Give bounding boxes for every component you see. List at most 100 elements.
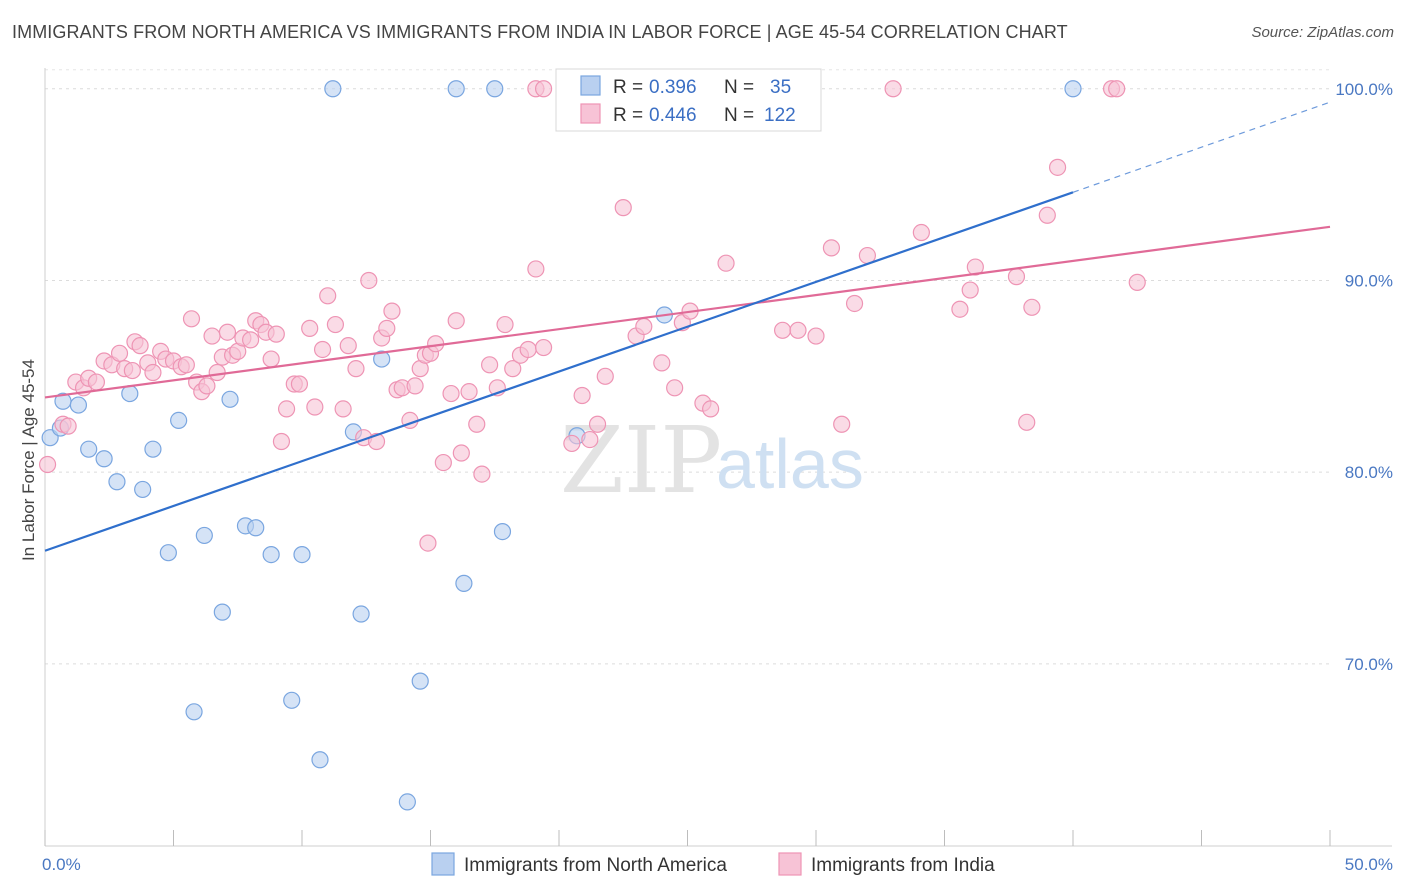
north-america-point-22 — [324, 80, 342, 98]
india-point-73 — [496, 315, 514, 334]
legend-r-value-2: 0.446 — [649, 105, 697, 126]
legend-n-value-2: 122 — [764, 105, 796, 126]
north-america-point-21 — [311, 751, 329, 769]
india-point-68 — [460, 383, 478, 401]
india-point-67 — [452, 444, 470, 462]
india-point-108 — [961, 281, 979, 299]
legend-n-label-1: N = — [724, 77, 754, 98]
india-point-74 — [504, 360, 522, 378]
india-point-69 — [468, 415, 486, 433]
india-point-106 — [912, 223, 930, 242]
legend-r-value-1: 0.396 — [649, 77, 697, 98]
india-point-41 — [290, 375, 309, 393]
india-point-77 — [527, 260, 545, 278]
india-point-37 — [267, 325, 285, 343]
x-tick-labels: 0.0% 50.0% — [42, 855, 1393, 874]
india-point-2 — [59, 417, 77, 435]
bottom-legend-swatch-india — [778, 852, 802, 876]
india-point-13 — [131, 337, 149, 355]
y-tick-label-0: 70.0% — [1345, 655, 1393, 674]
north-america-point-20 — [283, 691, 301, 709]
india-point-86 — [596, 367, 614, 385]
india-point-49 — [347, 360, 365, 378]
india-point-0 — [38, 455, 57, 474]
legend-r-label-2: R = — [613, 105, 643, 126]
watermark-zip: ZIP — [560, 407, 722, 514]
india-point-42 — [301, 319, 319, 337]
y-tick-label-1: 80.0% — [1345, 463, 1393, 482]
india-point-84 — [581, 430, 599, 449]
india-point-20 — [177, 356, 195, 374]
north-america-point-12 — [195, 526, 213, 545]
y-axis-title: In Labor Force | Age 45-54 — [19, 359, 38, 561]
india-point-24 — [198, 377, 216, 395]
india-point-83 — [573, 386, 591, 405]
north-america-point-19 — [185, 703, 203, 721]
watermark: ZIP atlas — [560, 407, 864, 514]
legend-swatch-north-america — [580, 75, 601, 96]
india-point-32 — [242, 331, 260, 349]
india-point-54 — [378, 319, 396, 337]
india-point-107 — [951, 300, 969, 318]
y-tick-label-3: 100.0% — [1335, 80, 1393, 99]
chart-title: IMMIGRANTS FROM NORTH AMERICA VS IMMIGRA… — [12, 22, 1068, 42]
india-point-64 — [434, 453, 452, 472]
bottom-legend-swatch-north-america — [431, 852, 455, 876]
north-america-point-8 — [134, 480, 152, 499]
bottom-legend-label-india: Immigrants from India — [811, 855, 995, 876]
legend-box: R = 0.396 N = 35 R = 0.446 N = 122 — [555, 68, 822, 132]
bottom-legend: Immigrants from North America Immigrants… — [431, 852, 995, 876]
legend-r-label-1: R = — [613, 77, 643, 98]
x-tick-label-start: 0.0% — [42, 855, 81, 874]
legend-swatch-india — [580, 103, 601, 124]
india-point-28 — [218, 323, 237, 341]
india-point-15 — [144, 363, 162, 382]
india-point-105 — [884, 80, 902, 98]
india-point-117 — [1128, 273, 1146, 291]
north-america-point-25 — [373, 350, 391, 368]
india-point-25 — [203, 327, 221, 345]
india-point-103 — [845, 294, 864, 313]
india-point-110 — [1007, 268, 1026, 286]
north-america-point-3 — [69, 396, 88, 414]
india-point-66 — [447, 312, 465, 330]
north-america-point-14 — [221, 390, 239, 408]
india-point-47 — [334, 400, 352, 418]
trend-line-north-america — [44, 191, 1074, 552]
north-america-point-30 — [486, 80, 504, 98]
india-point-9 — [110, 344, 129, 362]
india-point-82 — [563, 434, 581, 453]
india-point-101 — [822, 239, 841, 257]
india-point-59 — [406, 377, 424, 395]
legend-n-value-1: 35 — [770, 77, 791, 98]
india-point-71 — [481, 356, 499, 374]
north-america-point-26 — [398, 793, 416, 811]
india-point-114 — [1048, 158, 1067, 176]
india-point-11 — [123, 361, 141, 380]
watermark-atlas: atlas — [716, 425, 864, 503]
y-tick-labels: 70.0% 80.0% 90.0% 100.0% — [1335, 80, 1393, 674]
grid-lines — [45, 69, 1330, 665]
india-point-51 — [360, 271, 378, 290]
north-america-point-10 — [159, 544, 177, 562]
north-america-point-24 — [352, 605, 370, 623]
india-point-91 — [666, 379, 684, 397]
north-america-point-29 — [455, 574, 473, 592]
trend-line-north-america-extension — [1072, 101, 1331, 193]
india-point-102 — [833, 415, 851, 433]
bottom-legend-label-north-america: Immigrants from North America — [464, 855, 727, 876]
india-point-80 — [534, 80, 553, 98]
trend-line-india — [44, 225, 1331, 399]
north-america-point-5 — [95, 450, 113, 468]
india-point-90 — [653, 354, 671, 372]
india-point-38 — [272, 432, 291, 451]
source-label: Source: ZipAtlas.com — [1251, 24, 1394, 41]
north-america-point-13 — [213, 603, 231, 621]
india-point-100 — [807, 327, 825, 345]
india-point-78 — [534, 338, 553, 357]
india-point-26 — [208, 363, 226, 382]
north-america-point-17 — [262, 546, 280, 564]
india-point-112 — [1023, 298, 1041, 316]
india-point-65 — [442, 384, 460, 403]
north-america-point-9 — [144, 440, 162, 458]
